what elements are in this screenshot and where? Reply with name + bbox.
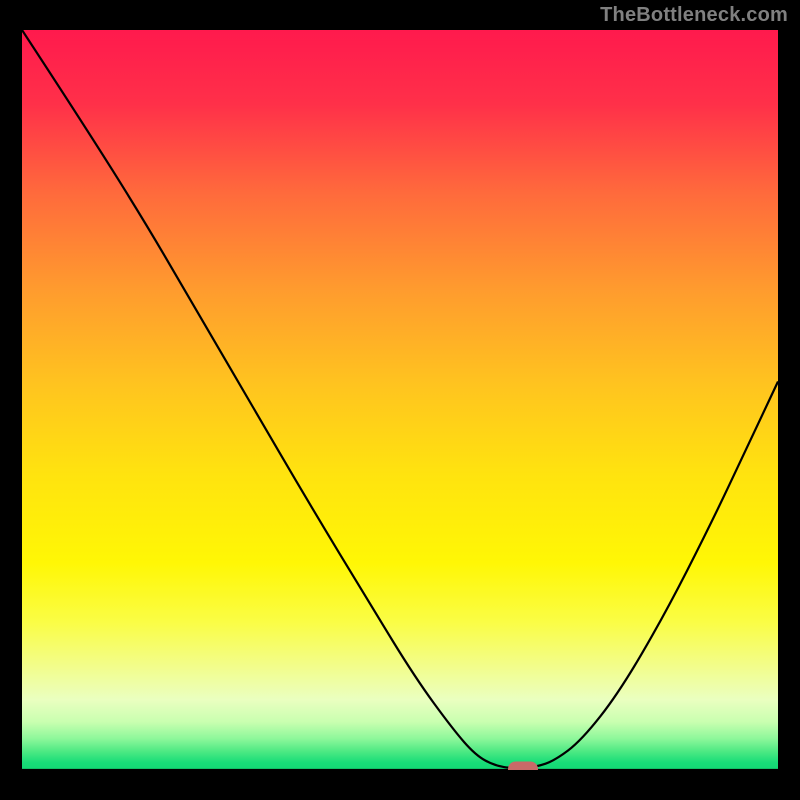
watermark-text: TheBottleneck.com bbox=[600, 4, 788, 27]
optimal-marker bbox=[508, 761, 538, 770]
chart-frame: TheBottleneck.com bbox=[0, 0, 800, 800]
plot-area bbox=[22, 30, 778, 770]
curve-layer bbox=[22, 30, 778, 770]
bottleneck-curve-path bbox=[22, 30, 778, 768]
